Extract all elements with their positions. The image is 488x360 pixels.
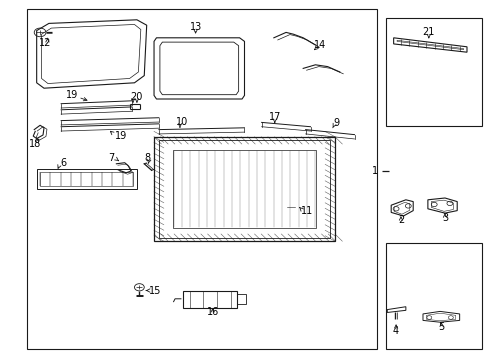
Bar: [159, 140, 329, 238]
Text: 19: 19: [115, 131, 127, 141]
Text: 7: 7: [108, 153, 114, 163]
Bar: [27, 9, 376, 349]
Text: 21: 21: [422, 27, 434, 37]
Text: 6: 6: [61, 158, 66, 168]
Bar: [237, 294, 245, 304]
Text: 15: 15: [149, 285, 162, 296]
Bar: [283, 203, 298, 211]
Text: 11: 11: [300, 206, 313, 216]
Text: 18: 18: [29, 139, 41, 149]
Text: 19: 19: [66, 90, 79, 100]
Text: 4: 4: [392, 326, 398, 336]
Text: 8: 8: [144, 153, 150, 163]
Bar: [386, 243, 481, 349]
Text: 9: 9: [333, 118, 339, 128]
Bar: [154, 137, 334, 241]
Text: 3: 3: [441, 213, 447, 223]
Bar: [172, 150, 316, 228]
Text: 2: 2: [397, 215, 403, 225]
Text: 13: 13: [189, 22, 202, 32]
Text: 20: 20: [129, 92, 142, 102]
Text: 16: 16: [206, 307, 219, 318]
Bar: [183, 291, 237, 308]
Bar: [172, 150, 316, 228]
Text: 1: 1: [371, 166, 378, 176]
Text: 5: 5: [438, 321, 444, 332]
Text: 14: 14: [313, 40, 326, 50]
Text: 17: 17: [268, 112, 281, 122]
Text: 12: 12: [39, 38, 52, 48]
Bar: [386, 18, 481, 126]
Text: 10: 10: [175, 117, 188, 127]
